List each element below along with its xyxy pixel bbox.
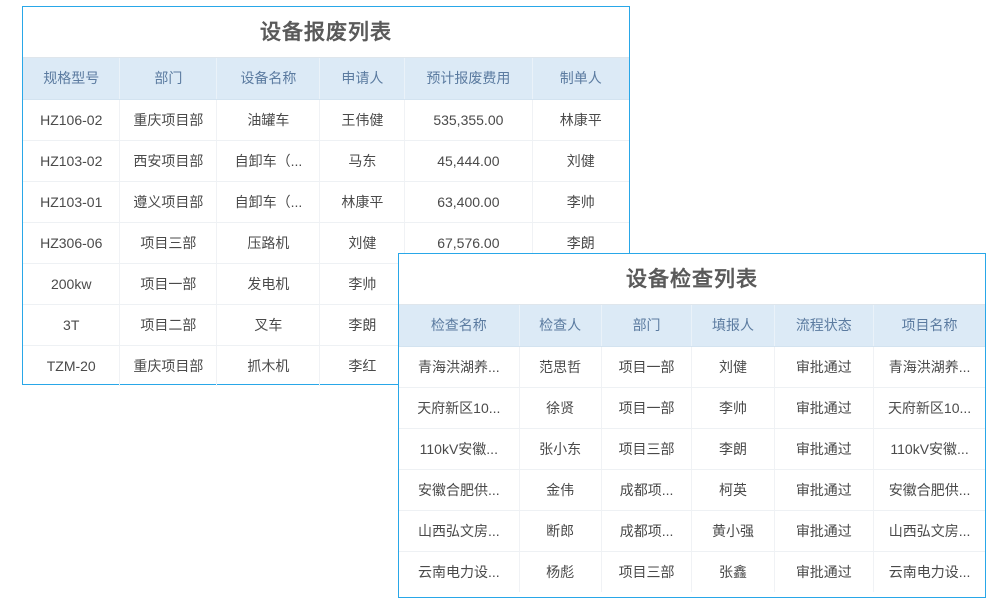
- cell-equipment-name[interactable]: 自卸车（...: [216, 181, 321, 223]
- equipment-scrap-table: 规格型号 部门 设备名称 申请人 预计报废费用 制单人 HZ106-02 重庆项…: [23, 58, 629, 386]
- cell-inspection-name[interactable]: 天府新区10...: [399, 387, 520, 429]
- cell-department: 重庆项目部: [119, 99, 218, 141]
- status-badge: 审批通过: [774, 428, 875, 470]
- cell-department: 遵义项目部: [119, 181, 218, 223]
- column-header-department[interactable]: 部门: [601, 305, 693, 347]
- cell-model: 3T: [23, 304, 121, 346]
- cell-reporter[interactable]: 张鑫: [691, 551, 775, 592]
- cell-applicant[interactable]: 林康平: [319, 181, 406, 223]
- cell-reporter[interactable]: 李朗: [691, 428, 775, 470]
- column-header-equipment-name[interactable]: 设备名称: [216, 58, 321, 100]
- cell-reporter[interactable]: 刘健: [691, 346, 775, 388]
- page-title-inspection: 设备检查列表: [399, 254, 985, 305]
- status-badge: 审批通过: [774, 469, 875, 511]
- cell-department: 项目二部: [119, 304, 218, 346]
- cell-equipment-name[interactable]: 抓木机: [216, 345, 321, 386]
- cell-inspector: 范思哲: [519, 346, 602, 388]
- column-header-inspector[interactable]: 检查人: [519, 305, 602, 347]
- cell-applicant[interactable]: 李帅: [319, 263, 406, 305]
- cell-reporter[interactable]: 柯英: [691, 469, 775, 511]
- cell-model: 200kw: [23, 263, 121, 305]
- cell-creator[interactable]: 李帅: [532, 181, 629, 223]
- cell-inspection-name[interactable]: 安徽合肥供...: [399, 469, 520, 511]
- cell-department: 重庆项目部: [119, 345, 218, 386]
- cell-estimated-cost: 63,400.00: [404, 181, 533, 223]
- table-row[interactable]: 山西弘文房... 断郎 成都项... 黄小强 审批通过 山西弘文房...: [399, 510, 985, 552]
- table-row[interactable]: HZ103-01 遵义项目部 自卸车（... 林康平 63,400.00 李帅: [23, 181, 629, 223]
- cell-project-name[interactable]: 山西弘文房...: [873, 510, 985, 552]
- cell-inspector: 金伟: [519, 469, 602, 511]
- table-row[interactable]: 青海洪湖养... 范思哲 项目一部 刘健 审批通过 青海洪湖养...: [399, 346, 985, 388]
- table-row[interactable]: 天府新区10... 徐贤 项目一部 李帅 审批通过 天府新区10...: [399, 387, 985, 429]
- cell-department: 成都项...: [601, 469, 693, 511]
- column-header-creator[interactable]: 制单人: [532, 58, 629, 100]
- table-header-row: 规格型号 部门 设备名称 申请人 预计报废费用 制单人: [23, 58, 629, 100]
- table-row[interactable]: 安徽合肥供... 金伟 成都项... 柯英 审批通过 安徽合肥供...: [399, 469, 985, 511]
- status-badge: 审批通过: [774, 387, 875, 429]
- equipment-inspection-panel: 设备检查列表 检查名称 检查人 部门 填报人 流程状态 项目名称 青海洪湖养..…: [398, 253, 986, 598]
- table-row[interactable]: HZ106-02 重庆项目部 油罐车 王伟健 535,355.00 林康平: [23, 99, 629, 141]
- cell-department: 项目三部: [119, 222, 218, 264]
- cell-estimated-cost: 535,355.00: [404, 99, 533, 141]
- column-header-estimated-cost[interactable]: 预计报废费用: [404, 58, 533, 100]
- cell-applicant[interactable]: 李朗: [319, 304, 406, 346]
- cell-inspection-name[interactable]: 青海洪湖养...: [399, 346, 520, 388]
- page-title-scrap: 设备报废列表: [23, 7, 629, 58]
- cell-equipment-name[interactable]: 叉车: [216, 304, 321, 346]
- status-badge: 审批通过: [774, 346, 875, 388]
- column-header-process-status[interactable]: 流程状态: [774, 305, 875, 347]
- cell-inspector: 杨彪: [519, 551, 602, 592]
- cell-department: 成都项...: [601, 510, 693, 552]
- status-badge: 审批通过: [774, 551, 875, 592]
- column-header-project-name[interactable]: 项目名称: [873, 305, 985, 347]
- table-row[interactable]: HZ103-02 西安项目部 自卸车（... 马东 45,444.00 刘健: [23, 140, 629, 182]
- cell-department: 项目三部: [601, 428, 693, 470]
- cell-model: HZ106-02: [23, 99, 121, 141]
- cell-inspector: 断郎: [519, 510, 602, 552]
- cell-equipment-name[interactable]: 发电机: [216, 263, 321, 305]
- cell-project-name[interactable]: 110kV安徽...: [873, 428, 985, 470]
- column-header-department[interactable]: 部门: [119, 58, 218, 100]
- cell-equipment-name[interactable]: 油罐车: [216, 99, 321, 141]
- cell-department: 项目一部: [119, 263, 218, 305]
- cell-model: TZM-20: [23, 345, 121, 386]
- cell-reporter[interactable]: 李帅: [691, 387, 775, 429]
- cell-project-name[interactable]: 天府新区10...: [873, 387, 985, 429]
- table-row[interactable]: 云南电力设... 杨彪 项目三部 张鑫 审批通过 云南电力设...: [399, 551, 985, 592]
- cell-inspection-name[interactable]: 山西弘文房...: [399, 510, 520, 552]
- cell-department: 西安项目部: [119, 140, 218, 182]
- column-header-model[interactable]: 规格型号: [23, 58, 121, 100]
- cell-equipment-name[interactable]: 自卸车（...: [216, 140, 321, 182]
- cell-creator[interactable]: 林康平: [532, 99, 629, 141]
- status-badge: 审批通过: [774, 510, 875, 552]
- equipment-scrap-panel: 设备报废列表 规格型号 部门 设备名称 申请人 预计报废费用 制单人 HZ106…: [22, 6, 630, 386]
- cell-inspector: 张小东: [519, 428, 602, 470]
- table-row[interactable]: 110kV安徽... 张小东 项目三部 李朗 审批通过 110kV安徽...: [399, 428, 985, 470]
- column-header-applicant[interactable]: 申请人: [319, 58, 406, 100]
- cell-department: 项目一部: [601, 346, 693, 388]
- cell-creator[interactable]: 刘健: [532, 140, 629, 182]
- cell-applicant[interactable]: 李红: [319, 345, 406, 386]
- column-header-reporter[interactable]: 填报人: [691, 305, 775, 347]
- cell-reporter[interactable]: 黄小强: [691, 510, 775, 552]
- cell-project-name[interactable]: 青海洪湖养...: [873, 346, 985, 388]
- cell-equipment-name[interactable]: 压路机: [216, 222, 321, 264]
- cell-department: 项目三部: [601, 551, 693, 592]
- cell-applicant[interactable]: 刘健: [319, 222, 406, 264]
- cell-model: HZ103-01: [23, 181, 121, 223]
- cell-model: HZ306-06: [23, 222, 121, 264]
- cell-applicant[interactable]: 马东: [319, 140, 406, 182]
- cell-inspector: 徐贤: [519, 387, 602, 429]
- column-header-inspection-name[interactable]: 检查名称: [399, 305, 520, 347]
- cell-estimated-cost: 45,444.00: [404, 140, 533, 182]
- cell-model: HZ103-02: [23, 140, 121, 182]
- cell-inspection-name[interactable]: 云南电力设...: [399, 551, 520, 592]
- cell-inspection-name[interactable]: 110kV安徽...: [399, 428, 520, 470]
- cell-project-name[interactable]: 云南电力设...: [888, 563, 971, 580]
- cell-applicant[interactable]: 王伟健: [319, 99, 406, 141]
- cell-department: 项目一部: [601, 387, 693, 429]
- equipment-inspection-table: 检查名称 检查人 部门 填报人 流程状态 项目名称 青海洪湖养... 范思哲 项…: [399, 305, 985, 592]
- table-header-row: 检查名称 检查人 部门 填报人 流程状态 项目名称: [399, 305, 985, 347]
- cell-project-name[interactable]: 安徽合肥供...: [873, 469, 985, 511]
